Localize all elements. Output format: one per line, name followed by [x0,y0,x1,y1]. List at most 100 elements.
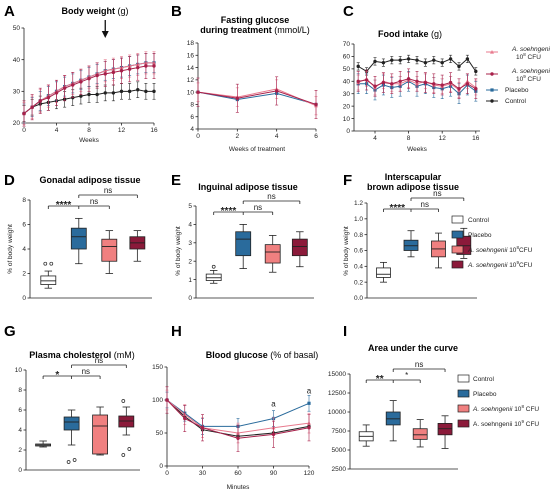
panel-letter-C: C [343,3,354,20]
legend-label-s8-dose: 108 CFU [516,52,541,61]
legend-marker [490,72,494,76]
y-tick-label-F: 0.6 [354,248,363,255]
y-tick-label-I: 2500 [332,466,347,473]
x-tick-label-B: 6 [314,133,318,140]
x-tick-label-A: 0 [22,127,26,134]
chart-title-C: Food intake (g) [378,29,442,39]
data-point [364,78,369,82]
data-point [236,436,240,440]
panel-letter-H: H [171,323,182,340]
data-point [103,72,107,76]
y-tick-label-G: 8 [18,387,22,394]
y-tick-label-B: 4 [190,126,194,133]
y-tick-label-A: 30 [13,89,21,96]
y-axis-label-E: % of body weight [175,226,182,276]
data-point [423,80,428,85]
series-line-placebo [166,399,310,427]
outlier-point [43,261,48,266]
x-tick-label-A: 12 [118,127,126,134]
data-point [474,69,478,74]
data-point [398,79,402,83]
data-point [119,69,124,73]
series-line-s8 [166,399,310,434]
data-point [373,84,377,88]
outlier-point [66,460,71,464]
y-tick-label-G: 2 [18,447,22,454]
data-point [271,432,276,437]
panel-letter-A: A [4,3,15,20]
x-tick-label-C: 4 [373,135,377,142]
data-point [95,73,99,78]
title-text: Interscapular [385,172,442,182]
data-point [152,64,156,68]
y-tick-label-I: 7500 [332,428,347,435]
box-control [376,267,391,278]
y-tick-label-I: 10000 [328,409,346,416]
data-point [457,64,461,69]
x-tick-label-B: 0 [196,133,200,140]
data-point [440,60,444,65]
x-tick-label-H: 120 [304,470,315,477]
y-tick-label-C: 70 [343,41,351,48]
legend-marker [490,50,494,54]
legend-swatch-control [451,215,464,224]
data-point [111,91,116,95]
y-tick-label-F: 0.4 [354,264,363,271]
legend-label-placebo: Placebo [505,87,529,94]
outlier-point [49,261,54,266]
legend-label-s9-dose: 109 CFU [516,74,541,83]
y-tick-label-C: 50 [343,66,351,73]
data-point [235,96,240,100]
data-point [200,426,205,430]
title-text: Area under the curve [368,343,458,353]
data-point [440,83,444,87]
legend-swatch-I-s8 [457,404,470,413]
data-point [307,426,311,430]
series-line-placebo [197,91,317,105]
data-point [356,79,360,83]
y-tick-label-C: 30 [343,91,351,98]
arrow-head [101,31,109,38]
data-point [165,398,169,402]
annotation-a: a [307,386,312,395]
y-tick-label-I: 15000 [328,371,346,378]
data-point [71,83,75,87]
title-text: Body weight [62,6,116,16]
series-line-s8 [197,88,317,107]
sig-label-E: **** [221,206,237,217]
chart-title-I: Area under the curve [368,343,458,353]
y-tick-label-D: 8 [22,197,26,204]
legend-swatch-s8 [451,245,464,254]
sig-label-D: ns [90,197,98,206]
legend-label-I-s8: A. soehngenii 108 CFU [472,404,539,413]
chart-title-A: Body weight (g) [62,6,129,16]
legend-marker [490,88,494,92]
data-point [356,64,360,69]
y-tick-label-F: 0.8 [354,232,363,239]
y-tick-label-A: 20 [13,120,21,127]
data-point [46,95,51,100]
outlier-point [72,458,77,462]
box-s8 [412,428,428,440]
legend-label-s9: A. soehngenii 109CFU [467,260,533,269]
legend-label-s8: A. soehngenii [511,46,550,53]
legend-label-I-control: Control [473,376,495,383]
y-tick-label-B: 16 [187,52,195,59]
title-unit: (% of basal) [268,350,319,360]
y-tick-label-H: 150 [152,364,163,371]
outlier-point [211,264,216,269]
data-point [314,102,318,107]
legend-label-placebo: Placebo [468,232,492,239]
x-tick-label-C: 8 [407,135,411,142]
data-point [136,88,140,92]
title-unit: (mmol/L) [272,25,310,35]
sig-label-D: ns [104,186,112,195]
x-tick-label-B: 4 [275,133,279,140]
data-point [465,82,470,86]
data-point [127,89,132,94]
x-tick-label-C: 12 [439,135,447,142]
chart-title-B: Fasting glucose [221,15,290,25]
y-tick-label-G: 10 [15,367,23,374]
data-point [390,58,394,62]
data-point [30,105,34,109]
